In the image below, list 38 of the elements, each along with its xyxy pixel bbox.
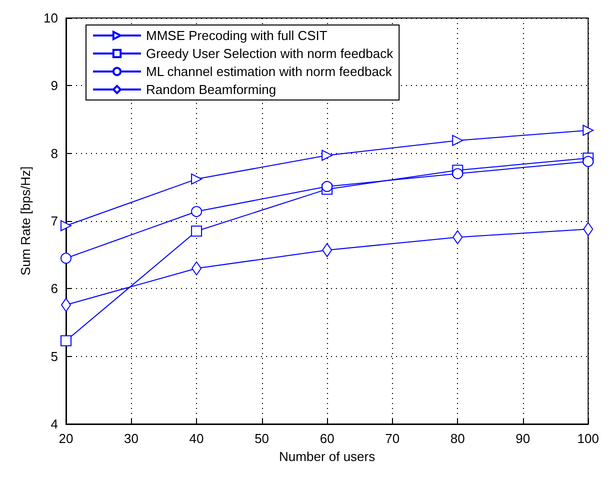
point (582, 124, 594, 136)
point (583, 222, 594, 236)
x-tick-label: 20 (58, 431, 74, 446)
point (452, 168, 464, 180)
y-tick-label: 6 (50, 281, 58, 296)
x-tick-label: 50 (254, 431, 270, 446)
point (452, 134, 464, 146)
point (191, 226, 202, 237)
x-tick-label: 80 (450, 431, 465, 446)
x-tick-label: 100 (577, 431, 600, 446)
point (60, 252, 72, 264)
point (322, 243, 332, 258)
y-tick-label: 10 (44, 10, 58, 26)
y-tick-label: 7 (50, 214, 58, 228)
legend-label: Greedy User Selection with norm feedback (146, 46, 394, 61)
x-tick-label: 90 (516, 431, 530, 446)
point (191, 174, 202, 185)
y-tick-label: 5 (50, 348, 58, 364)
point (60, 220, 72, 232)
y-axis-title: Sum Rate [bps/Hz] (18, 166, 33, 276)
x-tick-label: 30 (124, 431, 139, 446)
point (322, 150, 333, 161)
point (322, 180, 333, 192)
y-tick-label: 4 (50, 416, 58, 432)
point (60, 335, 72, 346)
point (452, 230, 463, 244)
legend-label: ML channel estimation with norm feedback (146, 64, 392, 79)
x-tick-label: 40 (189, 431, 204, 446)
y-tick-label: 8 (50, 146, 58, 161)
point (582, 156, 594, 167)
y-tick-label: 9 (50, 78, 58, 94)
x-axis-title: Number of users (279, 448, 376, 464)
legend-label: Random Beamforming (146, 82, 276, 97)
x-tick-label: 60 (320, 431, 334, 446)
point (192, 261, 202, 276)
legend-label: MMSE Precoding with full CSIT (146, 28, 328, 43)
x-tick-label: 70 (385, 431, 400, 446)
point (191, 206, 202, 218)
